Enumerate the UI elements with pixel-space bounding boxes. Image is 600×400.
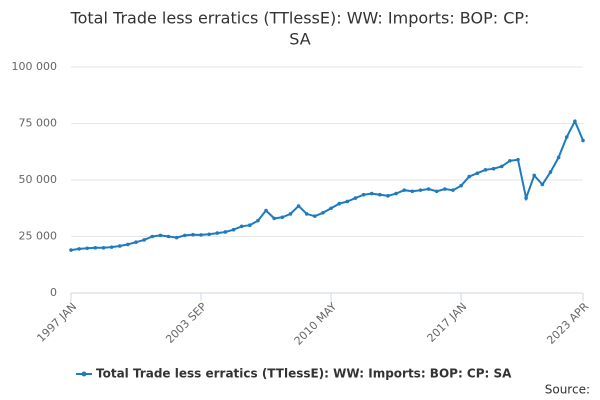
y-tick-label: 75 000 — [19, 117, 58, 130]
point — [272, 216, 276, 221]
point — [386, 194, 390, 198]
point — [508, 158, 512, 163]
point — [524, 196, 528, 200]
point — [264, 208, 268, 213]
point — [207, 232, 211, 237]
point — [321, 210, 325, 215]
x-tick-label: 2010 MAY — [292, 300, 340, 348]
legend-marker — [81, 371, 87, 377]
point — [134, 240, 138, 244]
point — [126, 242, 130, 247]
point — [394, 191, 398, 196]
point — [158, 233, 163, 238]
point — [443, 187, 447, 191]
point — [378, 192, 382, 197]
point — [280, 215, 285, 220]
point — [93, 246, 98, 250]
point — [426, 187, 431, 191]
point — [77, 247, 81, 251]
point — [109, 245, 114, 249]
point — [475, 171, 480, 176]
y-tick-label: 50 000 — [19, 173, 58, 186]
line — [70, 118, 584, 252]
point — [467, 174, 472, 179]
point — [410, 189, 415, 194]
point — [166, 234, 171, 239]
x-tick-label: 2017 JAN — [425, 300, 470, 345]
point — [516, 157, 520, 162]
chart-title: SA — [289, 30, 310, 49]
point — [117, 244, 122, 248]
point — [239, 224, 244, 229]
point — [402, 188, 407, 192]
point — [288, 212, 293, 216]
point — [174, 235, 179, 240]
chart-title: Total Trade less erratics (TTlessE): WW:… — [70, 9, 530, 28]
point — [150, 234, 155, 239]
point — [199, 233, 203, 237]
point — [256, 218, 260, 223]
point — [532, 173, 537, 178]
point — [564, 135, 569, 139]
point — [85, 246, 90, 251]
point — [540, 182, 545, 187]
point — [556, 155, 561, 160]
point — [215, 231, 220, 235]
point — [418, 188, 423, 192]
point — [361, 192, 366, 197]
point — [499, 164, 504, 169]
point — [483, 168, 488, 172]
point — [247, 223, 252, 227]
point — [573, 119, 577, 124]
point — [434, 189, 439, 194]
legend-label: Total Trade less erratics (TTlessE): WW:… — [96, 367, 512, 381]
point — [451, 188, 455, 192]
point — [304, 212, 309, 216]
point — [369, 191, 374, 196]
source-label: Source: — [545, 383, 590, 397]
point — [581, 138, 585, 143]
x-tick-label: 2023 APR — [544, 300, 591, 347]
point — [329, 206, 333, 211]
point — [337, 201, 341, 206]
x-tick-label: 2003 SEP — [163, 300, 209, 346]
point — [459, 183, 463, 188]
point — [353, 196, 358, 200]
x-tick-label: 1997 JAN — [34, 300, 79, 345]
y-tick-label: 100 000 — [12, 60, 58, 73]
y-tick-label: 25 000 — [19, 230, 58, 243]
point — [191, 232, 195, 237]
point — [296, 204, 301, 208]
point — [231, 227, 236, 232]
point — [101, 246, 106, 250]
point — [223, 230, 228, 234]
point — [182, 233, 187, 238]
point — [491, 166, 496, 171]
point — [69, 248, 73, 252]
y-tick-label: 0 — [50, 286, 57, 299]
point — [548, 170, 553, 174]
point — [142, 238, 146, 242]
point — [313, 214, 317, 218]
point — [345, 199, 350, 204]
